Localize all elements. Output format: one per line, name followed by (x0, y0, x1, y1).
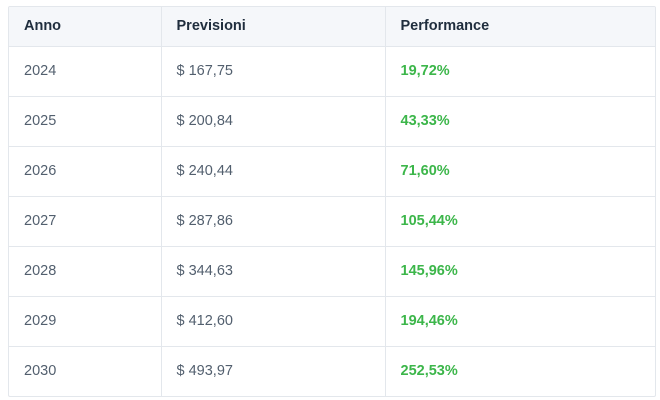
cell-forecast: $ 240,44 (161, 146, 386, 197)
cell-performance: 145,96% (385, 246, 655, 297)
cell-year: 2029 (9, 296, 162, 347)
table-row: 2026 $ 240,44 71,60% (9, 146, 655, 197)
cell-performance: 71,60% (385, 146, 655, 197)
cell-performance: 252,53% (400, 363, 458, 380)
table-row: 2029 $ 412,60 194,46% (9, 296, 655, 347)
cell-performance: 19,72% (385, 46, 655, 97)
table-body: 2024 $ 167,75 19,72% 2025 $ 200,84 43,33… (9, 46, 655, 396)
forecast-table: Anno Previsioni Performance 2024 $ 167,7… (9, 7, 655, 396)
table-row: 2030 $ 493,97 252,53% (9, 346, 655, 396)
forecast-table-container: Anno Previsioni Performance 2024 $ 167,7… (8, 6, 656, 397)
cell-year: 2025 (9, 96, 162, 147)
cell-performance: 194,46% (385, 296, 655, 347)
cell-forecast: $ 344,63 (161, 246, 386, 297)
cell-performance: 43,33% (385, 96, 655, 147)
cell-forecast: $ 287,86 (161, 196, 386, 247)
table-header: Anno Previsioni Performance (9, 7, 655, 47)
table-row: 2028 $ 344,63 145,96% (9, 246, 655, 297)
cell-forecast: $ 200,84 (161, 96, 386, 147)
table-row: 2027 $ 287,86 105,44% (9, 196, 655, 247)
cell-performance: 105,44% (385, 196, 655, 247)
cell-forecast: $ 167,75 (161, 46, 386, 97)
cell-year: 2026 (9, 146, 162, 197)
header-year: Anno (9, 7, 162, 47)
header-row: Anno Previsioni Performance (9, 7, 655, 47)
header-forecast: Previsioni (161, 7, 386, 47)
table-row: 2025 $ 200,84 43,33% (9, 96, 655, 147)
cell-year: 2027 (9, 196, 162, 247)
cell-year: 2028 (9, 246, 162, 297)
table-row: 2024 $ 167,75 19,72% (9, 46, 655, 97)
cell-year: 2024 (9, 46, 162, 97)
cell-forecast: $ 493,97 (161, 346, 386, 396)
cell-year: 2030 (9, 346, 162, 396)
header-performance: Performance (385, 7, 655, 47)
cell-forecast: $ 412,60 (161, 296, 386, 347)
